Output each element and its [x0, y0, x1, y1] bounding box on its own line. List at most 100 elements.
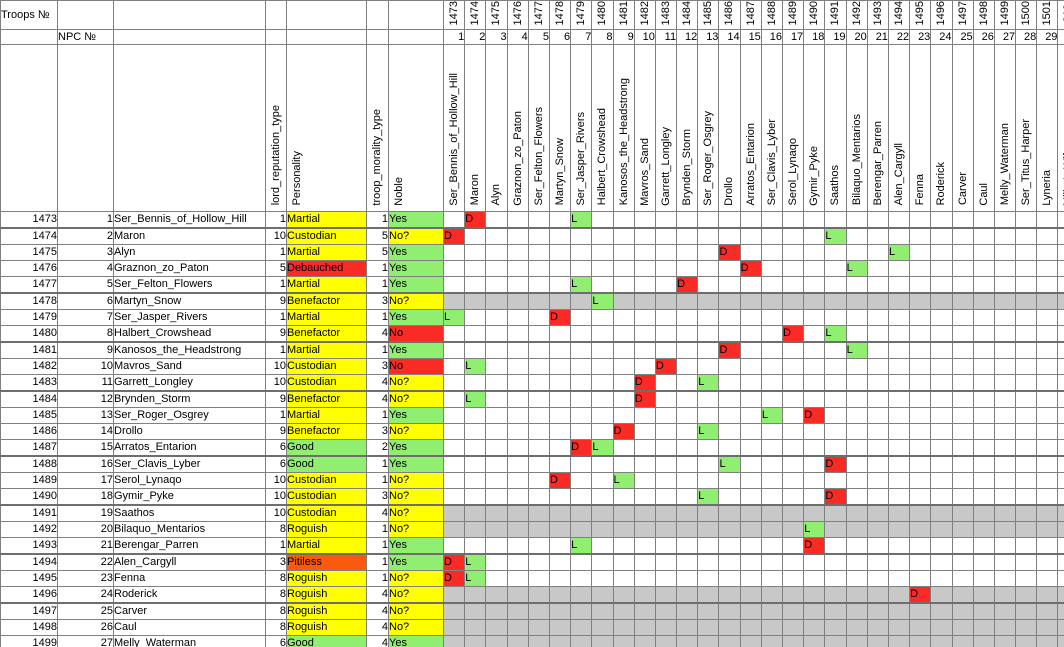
- cell-troop-morality-type[interactable]: 1: [366, 455, 389, 474]
- cell-relation-empty[interactable]: [803, 244, 826, 262]
- table-row[interactable]: 1499 27 Melly_Waterman 6 Good 4 Yes: [0, 635, 1064, 647]
- cell-relation-empty[interactable]: [442, 602, 466, 621]
- cell-relation-empty[interactable]: [442, 619, 466, 637]
- cell-relation-empty[interactable]: [824, 553, 847, 572]
- cell-relation-empty[interactable]: [654, 521, 678, 539]
- cell-relation-empty[interactable]: [527, 341, 550, 360]
- cell-relation-empty[interactable]: [506, 504, 529, 523]
- cell-troop-id[interactable]: 1488: [0, 455, 58, 474]
- cell-relation-empty[interactable]: [845, 276, 868, 294]
- cell-relation-empty[interactable]: [697, 358, 720, 376]
- cell-relation-empty[interactable]: [1015, 619, 1038, 637]
- cell-relation-empty[interactable]: [1015, 374, 1038, 392]
- cell-relation-empty[interactable]: [951, 537, 974, 555]
- cell-relation-empty[interactable]: [760, 276, 784, 294]
- cell-relation-empty[interactable]: [633, 292, 656, 311]
- cell-relation-empty[interactable]: [612, 260, 635, 278]
- cell-npc-name[interactable]: Berengar_Parren: [113, 537, 266, 555]
- cell-relation-empty[interactable]: [654, 244, 678, 262]
- cell-relation-empty[interactable]: [951, 570, 974, 588]
- cell-relation-empty[interactable]: [718, 504, 741, 523]
- cell-relation-empty[interactable]: [697, 292, 720, 311]
- cell-relation-empty[interactable]: [1036, 358, 1059, 376]
- cell-relation-empty[interactable]: [909, 309, 932, 327]
- cell-relation-empty[interactable]: [633, 570, 656, 588]
- cell-relation-empty[interactable]: [951, 619, 974, 637]
- cell-relation-empty[interactable]: [972, 276, 995, 294]
- cell-relation-empty[interactable]: [866, 586, 889, 604]
- cell-relation-empty[interactable]: [697, 586, 720, 604]
- cell-lord-reputation-type[interactable]: 10: [265, 488, 287, 506]
- cell-relation-empty[interactable]: [1015, 455, 1038, 474]
- table-row[interactable]: 1477 5 Ser_Felton_Flowers 1 Martial 1 Yes L D: [0, 276, 1064, 294]
- cell-relation-empty[interactable]: [760, 472, 784, 490]
- cell-relation-empty[interactable]: [993, 211, 1017, 229]
- cell-lord-reputation-type[interactable]: 9: [265, 390, 287, 409]
- cell-relation-dislike[interactable]: D: [718, 244, 741, 262]
- cell-relation-empty[interactable]: [633, 260, 656, 278]
- cell-relation-empty[interactable]: [548, 439, 572, 457]
- cell-relation-like[interactable]: L: [464, 570, 487, 588]
- cell-relation-empty[interactable]: [570, 488, 593, 506]
- cell-relation-empty[interactable]: [697, 455, 720, 474]
- cell-personality[interactable]: Good: [286, 455, 367, 474]
- cell-relation-empty[interactable]: [993, 292, 1017, 311]
- cell-personality[interactable]: Benefactor: [286, 390, 367, 409]
- cell-relation-empty[interactable]: [887, 537, 911, 555]
- cell-relation-empty[interactable]: [633, 537, 656, 555]
- cell-relation-empty[interactable]: [1015, 635, 1038, 647]
- cell-npc-id[interactable]: 10: [57, 358, 114, 376]
- cell-troop-id[interactable]: 1491: [0, 504, 58, 523]
- cell-relation-empty[interactable]: [442, 488, 466, 506]
- cell-relation-empty[interactable]: [972, 586, 995, 604]
- cell-relation-empty[interactable]: [676, 619, 699, 637]
- cell-relation-empty[interactable]: [866, 537, 889, 555]
- cell-relation-empty[interactable]: [1057, 374, 1064, 392]
- cell-relation-empty[interactable]: [570, 586, 593, 604]
- cell-relation-empty[interactable]: [1057, 309, 1064, 327]
- cell-relation-empty[interactable]: [993, 341, 1017, 360]
- cell-relation-empty[interactable]: [739, 602, 762, 621]
- cell-relation-empty[interactable]: [527, 276, 550, 294]
- cell-relation-empty[interactable]: [612, 537, 635, 555]
- cell-relation-empty[interactable]: [972, 407, 995, 425]
- cell-relation-empty[interactable]: [993, 423, 1017, 441]
- cell-relation-empty[interactable]: [527, 292, 550, 311]
- cell-relation-empty[interactable]: [1036, 521, 1059, 539]
- cell-relation-empty[interactable]: [951, 472, 974, 490]
- table-row[interactable]: 1479 7 Ser_Jasper_Rivers 1 Martial 1 Yes L D: [0, 309, 1064, 327]
- cell-relation-empty[interactable]: [930, 309, 953, 327]
- cell-relation-empty[interactable]: [887, 325, 911, 343]
- cell-relation-empty[interactable]: [760, 341, 784, 360]
- cell-npc-name[interactable]: Garrett_Longley: [113, 374, 266, 392]
- cell-relation-empty[interactable]: [548, 292, 572, 311]
- cell-npc-name[interactable]: Graznon_zo_Paton: [113, 260, 266, 278]
- cell-relation-empty[interactable]: [633, 211, 656, 229]
- cell-relation-empty[interactable]: [548, 553, 572, 572]
- cell-relation-empty[interactable]: [909, 341, 932, 360]
- cell-relation-empty[interactable]: [591, 537, 614, 555]
- cell-relation-empty[interactable]: [676, 358, 699, 376]
- cell-relation-empty[interactable]: [824, 537, 847, 555]
- cell-relation-empty[interactable]: [506, 537, 529, 555]
- cell-relation-empty[interactable]: [781, 244, 805, 262]
- cell-lord-reputation-type[interactable]: 1: [265, 341, 287, 360]
- cell-relation-empty[interactable]: [993, 472, 1017, 490]
- cell-noble[interactable]: No?: [388, 619, 444, 637]
- cell-relation-empty[interactable]: [760, 211, 784, 229]
- cell-relation-empty[interactable]: [591, 341, 614, 360]
- cell-troop-id[interactable]: 1478: [0, 292, 58, 311]
- cell-relation-empty[interactable]: [951, 635, 974, 647]
- cell-relation-empty[interactable]: [633, 309, 656, 327]
- cell-relation-empty[interactable]: [697, 390, 720, 409]
- cell-relation-empty[interactable]: [760, 553, 784, 572]
- cell-relation-empty[interactable]: [464, 227, 487, 246]
- cell-troop-id[interactable]: 1498: [0, 619, 58, 637]
- cell-relation-empty[interactable]: [993, 276, 1017, 294]
- cell-relation-empty[interactable]: [845, 407, 868, 425]
- cell-relation-empty[interactable]: [718, 211, 741, 229]
- cell-personality[interactable]: Benefactor: [286, 325, 367, 343]
- cell-relation-empty[interactable]: [506, 488, 529, 506]
- cell-relation-empty[interactable]: [612, 407, 635, 425]
- cell-noble[interactable]: Yes: [388, 537, 444, 555]
